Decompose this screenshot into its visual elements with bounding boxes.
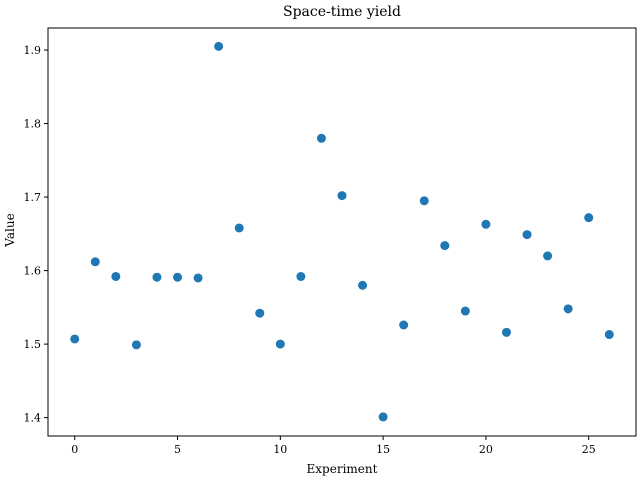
y-tick-label: 1.4 [24, 412, 42, 425]
data-point [131, 340, 141, 350]
x-tick-label: 25 [582, 443, 596, 456]
data-point [173, 272, 183, 282]
data-point [481, 219, 491, 229]
data-point [214, 41, 224, 51]
data-point [419, 196, 429, 206]
data-point [234, 223, 244, 233]
data-point [193, 273, 203, 283]
x-axis-label: Experiment [307, 462, 378, 476]
y-tick-label: 1.7 [24, 191, 42, 204]
data-point [522, 230, 532, 240]
x-tick-label: 20 [479, 443, 493, 456]
data-point [316, 133, 326, 143]
data-point [584, 213, 594, 223]
data-point [460, 306, 470, 316]
data-point [111, 271, 121, 281]
y-tick-label: 1.8 [24, 118, 42, 131]
data-point [275, 339, 285, 349]
data-point [90, 257, 100, 267]
data-point [440, 241, 450, 251]
data-point [563, 304, 573, 314]
y-axis-ticks: 1.4 1.5 1.6 1.7 1.8 1.9 [24, 44, 48, 425]
y-axis-label: Value [3, 213, 17, 247]
data-point [152, 272, 162, 282]
plot-frame [47, 27, 637, 437]
data-point [501, 327, 511, 337]
x-tick-label: 5 [174, 443, 181, 456]
y-tick-label: 1.9 [24, 44, 42, 57]
data-point [70, 334, 80, 344]
y-tick-label: 1.6 [24, 265, 42, 278]
data-point [358, 280, 368, 290]
x-tick-label: 0 [71, 443, 78, 456]
x-axis-ticks: 0 5 10 15 20 25 [71, 436, 596, 456]
x-tick-label: 15 [376, 443, 390, 456]
data-point [399, 320, 409, 330]
x-tick-label: 10 [273, 443, 287, 456]
data-point [378, 412, 388, 422]
data-point [543, 251, 553, 261]
data-point [337, 191, 347, 201]
chart-title: Space-time yield [283, 4, 401, 20]
y-tick-label: 1.5 [24, 338, 42, 351]
data-point [255, 308, 265, 318]
data-points [70, 41, 614, 422]
data-point [604, 330, 614, 340]
data-point [296, 271, 306, 281]
